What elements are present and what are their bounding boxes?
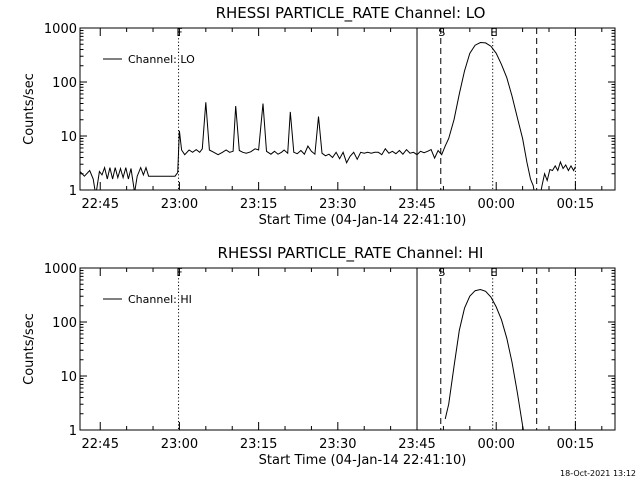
x-tick-label: 22:45	[82, 437, 119, 452]
time-marker-label: S	[438, 26, 445, 39]
y-tick-label: 10	[60, 130, 77, 145]
chart-panel: RHESSI PARTICLE_RATE Channel: LO 1 10 100 10…	[22, 4, 616, 228]
series-line	[540, 160, 576, 190]
legend-label: Channel: LO	[128, 53, 195, 66]
x-tick-label: 23:45	[398, 197, 435, 212]
y-axis-label: Counts/sec	[22, 73, 37, 145]
x-tick-label: 23:15	[240, 437, 277, 452]
time-marker-label: E	[490, 266, 497, 279]
chart-panel: RHESSI PARTICLE_RATE Channel: HI 1 10 100 10…	[22, 244, 616, 468]
x-tick-label: 00:00	[477, 197, 514, 212]
y-tick-label: 100	[52, 316, 77, 331]
x-tick-label: 23:45	[398, 437, 435, 452]
y-tick-label: 1	[69, 184, 77, 199]
time-marker-label: F	[176, 266, 182, 279]
series-line	[444, 288, 524, 430]
x-tick-label: 00:00	[477, 437, 514, 452]
x-axis-label: Start Time (04-Jan-14 22:41:10)	[259, 453, 467, 468]
timestamp: 18-Oct-2021 13:12	[560, 469, 636, 478]
y-tick-label: 100	[52, 76, 77, 91]
y-tick-label: 1000	[44, 262, 77, 277]
x-tick-label: 23:30	[319, 197, 356, 212]
y-axis-label: Counts/sec	[22, 313, 37, 385]
series-line	[80, 41, 535, 190]
x-tick-label: 00:15	[557, 437, 594, 452]
x-tick-label: 23:00	[161, 437, 198, 452]
time-marker-label: S	[438, 266, 445, 279]
chart-title: RHESSI PARTICLE_RATE Channel: LO	[216, 4, 486, 23]
x-tick-label: 23:00	[161, 197, 198, 212]
x-tick-label: 23:15	[240, 197, 277, 212]
y-tick-label: 1000	[44, 22, 77, 37]
legend-label: Channel: HI	[128, 293, 192, 306]
x-tick-label: 23:30	[319, 437, 356, 452]
plot-frame	[79, 267, 616, 431]
chart-title: RHESSI PARTICLE_RATE Channel: HI	[218, 244, 484, 263]
y-tick-label: 1	[69, 424, 77, 439]
plot-frame	[79, 27, 616, 191]
time-marker-label: F	[176, 26, 182, 39]
y-tick-label: 10	[60, 370, 77, 385]
x-tick-label: 00:15	[557, 197, 594, 212]
x-tick-label: 22:45	[82, 197, 119, 212]
x-axis-label: Start Time (04-Jan-14 22:41:10)	[259, 213, 467, 228]
time-marker-label: E	[490, 26, 497, 39]
